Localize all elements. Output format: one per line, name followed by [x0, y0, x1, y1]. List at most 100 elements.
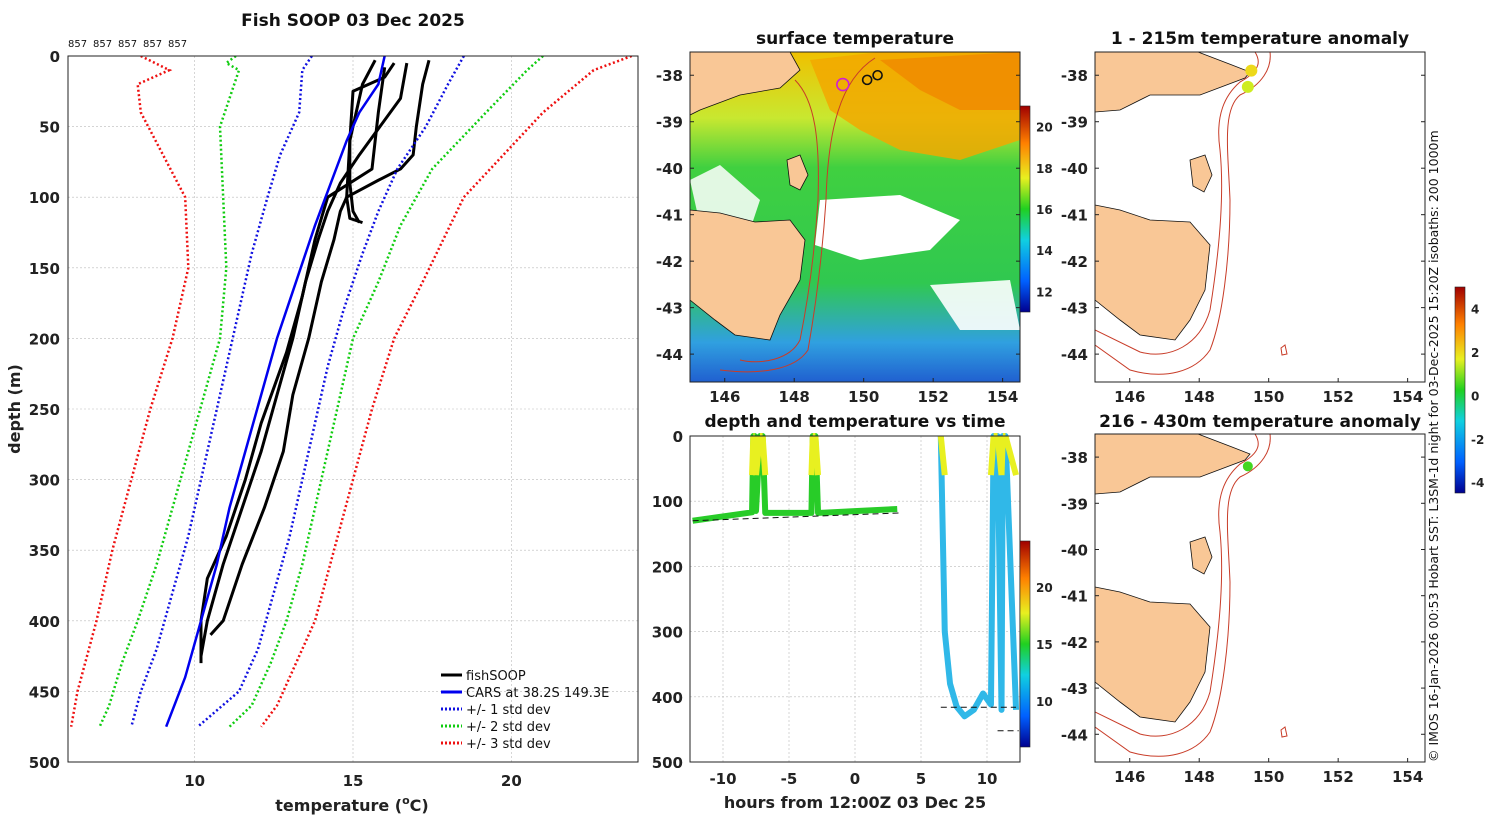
- anomaly-colorbar-tick: -4: [1471, 476, 1484, 490]
- time-xtick: -5: [781, 770, 798, 788]
- anomaly-deep-land-flinders: [1189, 536, 1213, 575]
- fishsoop-profile-line: [348, 59, 377, 224]
- anomaly-colorbar: [1454, 286, 1466, 494]
- anomaly-colorbar-ticks: 4 2 0 -2 -4: [1471, 303, 1484, 490]
- sst-land-tasmania: [690, 209, 806, 341]
- sst-land-victoria: [690, 52, 801, 116]
- anomaly-colorbar-tick: 4: [1471, 303, 1479, 317]
- sst-map-xtick: 148: [779, 388, 810, 406]
- sst-land-flinders: [786, 154, 809, 191]
- anomaly-deep-ytick: -42: [1061, 634, 1088, 652]
- side-note: © IMOS 16-Jan-2026 00:53 Hobart SST: L3S…: [1426, 130, 1441, 762]
- profile-ytick: 500: [29, 754, 60, 772]
- cloud-mask-1: [815, 195, 960, 260]
- profile-ytick: 400: [29, 613, 60, 631]
- anomaly-shallow-point: [1241, 80, 1254, 93]
- sst-map-ytick: -38: [656, 67, 683, 85]
- anomaly-shallow-title: 1 - 215m temperature anomaly: [1111, 29, 1409, 49]
- profile-xlabel: temperature (oC): [275, 794, 428, 815]
- legend-label-cars: CARS at 38.2S 149.3E: [466, 686, 609, 701]
- sst-isobath-200: [739, 79, 819, 363]
- profile-ytick: 50: [39, 119, 60, 137]
- anomaly-deep-isobath-200: [1095, 434, 1259, 737]
- time-surface-segment: [808, 435, 816, 476]
- profile-xtick: 15: [343, 772, 364, 790]
- anomaly-deep-xtick: 150: [1253, 768, 1284, 786]
- anomaly-shallow-land-tasmania: [1095, 204, 1211, 341]
- time-surface-segment: [1002, 435, 1019, 476]
- profile-ytick: 100: [29, 189, 60, 207]
- anomaly-shallow-ytick: -44: [1061, 346, 1088, 364]
- std-dev-lower-line-3: [98, 56, 241, 728]
- sst-map-xtick: 150: [848, 388, 879, 406]
- anomaly-deep-title: 216 - 430m temperature anomaly: [1099, 412, 1421, 432]
- profile-ylabel: depth (m): [5, 364, 24, 454]
- sst-map-xtick: 152: [918, 388, 949, 406]
- anomaly-deep-ytick: -40: [1061, 541, 1088, 559]
- profile-ytick: 350: [29, 542, 60, 560]
- std-dev-upper-line-2: [197, 56, 465, 728]
- anomaly-deep-points: [1242, 461, 1253, 472]
- time-ytick: 300: [652, 624, 683, 642]
- sst-map-xtick: 146: [709, 388, 740, 406]
- time-colorbar-tick: 15: [1036, 638, 1053, 652]
- profile-xtick: 10: [184, 772, 205, 790]
- time-surface-segment: [812, 435, 822, 476]
- anomaly-shallow-ytick: -38: [1061, 67, 1088, 85]
- sst-isobath-1000: [719, 57, 876, 373]
- time-ytick: 400: [652, 689, 683, 707]
- time-title: depth and temperature vs time: [705, 412, 1006, 432]
- anomaly-shallow-land-flinders: [1189, 154, 1213, 193]
- profile-top-label: 857: [118, 39, 137, 50]
- anomaly-deep-xtick: 146: [1114, 768, 1145, 786]
- sst-map-title: surface temperature: [756, 29, 954, 49]
- anomaly-deep-ytick: -38: [1061, 449, 1088, 467]
- anomaly-shallow-frame: [1094, 51, 1426, 383]
- anomaly-colorbar-tick: -2: [1471, 433, 1484, 447]
- time-surface-segment: [937, 435, 948, 476]
- time-ytick: 100: [652, 493, 683, 511]
- sst-colorbar-tick: 16: [1036, 203, 1053, 217]
- anomaly-deep-ytick: -39: [1061, 495, 1088, 513]
- time-surface-segment: [998, 435, 1006, 476]
- time-trace-0: [692, 433, 898, 524]
- profile-ytick: 300: [29, 472, 60, 490]
- sst-map-ytick: -43: [656, 300, 683, 318]
- time-series: [692, 433, 1020, 732]
- anomaly-shallow-xtick: 150: [1253, 388, 1284, 406]
- sst-map-ytick: -39: [656, 114, 683, 132]
- anomaly-deep-xtick: 154: [1392, 768, 1423, 786]
- anomaly-deep-ytick: -43: [1061, 680, 1088, 698]
- profile-legend: fishSOOP CARS at 38.2S 149.3E +/- 1 std …: [441, 669, 609, 752]
- anomaly-shallow-map: [1095, 52, 1288, 375]
- profile-xtick: 20: [501, 772, 522, 790]
- legend-label-1std: +/- 1 std dev: [466, 703, 551, 718]
- sst-colorbar-tick: 14: [1036, 244, 1053, 258]
- anomaly-deep-ytick: -44: [1061, 726, 1088, 744]
- legend-label-3std: +/- 3 std dev: [466, 737, 551, 752]
- time-colorbar: [1019, 540, 1031, 748]
- anomaly-deep-isobath-1000: [1095, 434, 1271, 757]
- warm-core: [880, 52, 1020, 110]
- profile-ytick: 200: [29, 330, 60, 348]
- anomaly-colorbar-tick: 2: [1471, 346, 1479, 360]
- anomaly-shallow-ytick: -42: [1061, 253, 1088, 271]
- anomaly-shallow-ytick: -41: [1061, 207, 1088, 225]
- time-colorbar-tick: 10: [1036, 695, 1053, 709]
- anomaly-shallow-seamount: [1280, 344, 1288, 356]
- sst-map-ytick: -40: [656, 160, 683, 178]
- time-colorbar-tick: 20: [1036, 581, 1053, 595]
- sst-map-ytick: -41: [656, 207, 683, 225]
- time-surface-segment: [753, 435, 763, 476]
- profile-top-labels: 857 857 857 857 857: [68, 39, 187, 50]
- fishsoop-profile-line: [209, 59, 431, 636]
- time-surface-segment: [759, 435, 769, 476]
- std-dev-upper-line-4: [260, 56, 633, 728]
- anomaly-shallow-xtick: 154: [1392, 388, 1423, 406]
- anomaly-shallow-land-victoria: [1095, 52, 1251, 113]
- profile-ytick: 250: [29, 401, 60, 419]
- anomaly-deep-xtick: 152: [1323, 768, 1354, 786]
